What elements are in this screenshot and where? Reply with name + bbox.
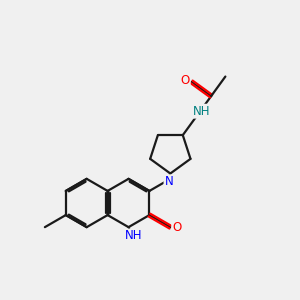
Text: NH: NH — [193, 105, 210, 118]
Text: O: O — [181, 74, 190, 87]
Text: NH: NH — [125, 230, 142, 242]
Text: N: N — [164, 175, 173, 188]
Text: O: O — [172, 220, 182, 234]
